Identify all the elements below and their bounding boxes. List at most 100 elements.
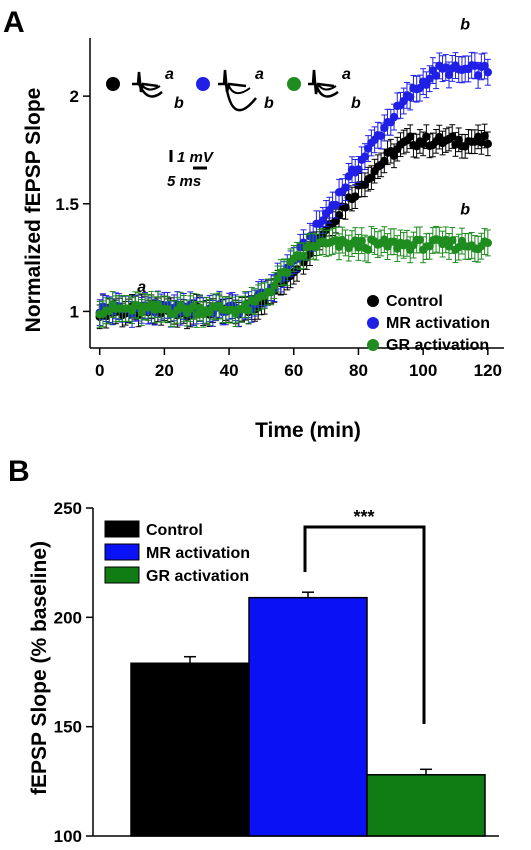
a-legend-label: Control <box>386 293 443 310</box>
inset-scale-bar <box>169 150 207 170</box>
inset-gr-trace <box>308 69 339 98</box>
a-point <box>189 302 198 311</box>
inset-gr-label-b: b <box>351 95 361 112</box>
a-point <box>483 139 493 149</box>
b-legend-swatch <box>104 520 140 538</box>
b-legend-label: GR activation <box>146 568 249 585</box>
a-point <box>389 151 399 161</box>
inset-control-trace <box>132 71 163 98</box>
a-point <box>357 236 366 245</box>
a-point <box>454 135 463 145</box>
a-xtick-label: 40 <box>220 361 239 380</box>
a-legend-label: GR activation <box>386 337 489 354</box>
a-point <box>448 236 457 245</box>
panel-a-chart: 1 1.5 2 0 20 40 60 80 100 120 Time (min) Normali… <box>22 16 504 442</box>
a-point <box>318 216 328 225</box>
a-point <box>331 236 341 245</box>
a-xtick-label: 20 <box>155 361 174 380</box>
panel-a-x-axis-title: Time (min) <box>255 419 361 442</box>
a-annotation-1: b <box>460 16 470 33</box>
a-point <box>483 238 493 248</box>
a-point <box>266 287 276 297</box>
a-point <box>334 242 344 252</box>
a-point <box>473 71 483 80</box>
a-point <box>480 61 489 71</box>
a-point <box>376 131 386 141</box>
a-annotation-0: a <box>137 279 146 296</box>
panel-b-chart: 100 150 200 250 fEPSP Slope (% baseline) Co… <box>28 499 499 846</box>
a-point <box>444 70 454 80</box>
inset-control-dot <box>106 77 120 91</box>
significance-stars: *** <box>353 507 374 527</box>
panel-b-y-axis-title: fEPSP Slope (% baseline) <box>28 541 51 795</box>
a-point <box>351 192 360 201</box>
panel-a-y-axis-title: Normalized fEPSP Slope <box>22 88 45 333</box>
inset-mr-label-b: b <box>264 95 274 112</box>
inset-gr-label-a: a <box>342 66 351 83</box>
a-point <box>441 235 450 245</box>
inset-control-label-a: a <box>165 66 174 83</box>
a-series-2 <box>95 225 493 328</box>
inset-scale-time: 5 ms <box>167 173 201 190</box>
b-legend-swatch <box>104 543 140 561</box>
b-legend-label: MR activation <box>146 545 250 562</box>
a-point <box>480 131 489 141</box>
a-point <box>470 61 480 71</box>
a-point <box>195 303 205 313</box>
inset-scale-voltage: 1 mV <box>177 149 215 166</box>
b-legend-swatch <box>104 566 140 584</box>
a-point <box>380 235 389 244</box>
a-ytick-label: 1 <box>70 302 79 321</box>
a-point <box>422 132 431 141</box>
b-ytick-label: 150 <box>54 718 82 737</box>
a-point <box>431 71 441 80</box>
panel-b-significance: *** <box>303 507 426 724</box>
a-legend-marker <box>367 317 379 329</box>
a-point <box>425 74 434 83</box>
a-point <box>406 132 415 141</box>
a-point <box>477 138 486 147</box>
a-point <box>441 63 450 72</box>
inset-mr-dot <box>196 77 210 91</box>
b-ytick-label: 200 <box>54 608 82 627</box>
a-xtick-label: 80 <box>349 361 368 380</box>
a-point <box>331 200 341 210</box>
inset-gr-dot <box>287 77 301 91</box>
inset-mr-trace <box>218 69 257 112</box>
a-point <box>192 310 201 319</box>
b-legend-label: Control <box>146 522 203 539</box>
a-point <box>406 92 415 102</box>
a-point <box>415 235 425 245</box>
a-point <box>389 237 399 246</box>
a-point <box>415 83 425 93</box>
b-ytick-label: 250 <box>54 499 82 518</box>
a-point <box>270 281 279 290</box>
a-point <box>334 210 344 220</box>
a-xtick-label: 100 <box>409 361 437 380</box>
a-point <box>354 165 363 174</box>
a-point <box>360 152 370 161</box>
inset-mr-label-a: a <box>255 66 264 83</box>
b-bar-0 <box>130 662 250 837</box>
a-point <box>244 306 253 315</box>
b-ytick-label: 100 <box>54 827 82 846</box>
a-point <box>363 245 373 254</box>
a-annotation-2: b <box>460 202 470 219</box>
a-point <box>483 68 493 77</box>
a-point <box>105 306 114 316</box>
a-point <box>273 274 282 284</box>
panel-a-label: A <box>3 6 25 39</box>
a-ytick-label: 1.5 <box>55 195 79 214</box>
b-bar-1 <box>248 596 368 837</box>
a-ytick-label: 2 <box>70 87 79 106</box>
a-point <box>367 173 376 182</box>
a-point <box>351 236 360 245</box>
a-xtick-label: 120 <box>474 361 502 380</box>
a-legend-label: MR activation <box>386 315 490 332</box>
a-legend-marker <box>367 339 379 351</box>
a-xtick-label: 60 <box>284 361 303 380</box>
a-point <box>380 156 389 166</box>
panel-a-inset-traces: a b a b a b 1 mV 5 ms <box>106 66 361 190</box>
inset-control-label-b: b <box>174 95 184 112</box>
